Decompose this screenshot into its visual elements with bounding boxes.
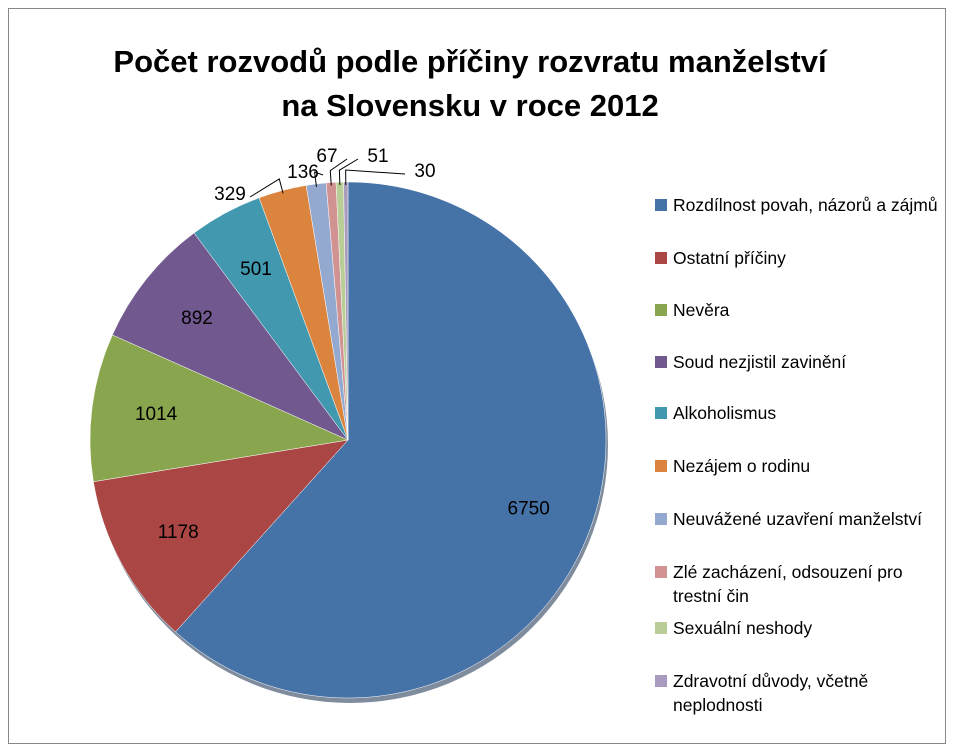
legend-label: Zlé zacházení, odsouzení pro trestní čin xyxy=(673,562,903,606)
leader-line xyxy=(329,158,348,186)
legend-swatch xyxy=(655,460,667,472)
legend-label: Nevěra xyxy=(673,300,730,320)
legend-swatch xyxy=(655,675,667,687)
data-label: 329 xyxy=(214,184,246,205)
data-label: 6750 xyxy=(508,498,550,519)
legend-label: Nezájem o rodinu xyxy=(673,456,811,476)
data-label: 1178 xyxy=(158,522,199,543)
legend-label: Neuvážené uzavření manželství xyxy=(673,509,923,529)
data-label: 1014 xyxy=(135,404,178,425)
pie-slice xyxy=(175,181,607,699)
legend-item: Neuvážené uzavření manželství xyxy=(655,507,950,531)
legend-swatch xyxy=(655,513,667,525)
data-label: 136 xyxy=(287,162,319,183)
legend-swatch xyxy=(655,199,667,211)
data-label: 51 xyxy=(367,146,388,167)
pie-slice xyxy=(93,439,349,633)
legend-swatch xyxy=(655,356,667,368)
legend-label: Sexuální neshody xyxy=(673,618,813,638)
legend-item: Sexuální neshody xyxy=(655,616,950,640)
legend-item: Nevěra xyxy=(655,298,950,322)
pie-slice xyxy=(89,334,349,483)
data-label: 501 xyxy=(240,259,272,280)
legend-item: Alkoholismus xyxy=(655,401,950,425)
legend-item: Zlé zacházení, odsouzení pro trestní čin xyxy=(655,560,950,608)
leader-line xyxy=(338,158,359,186)
legend-swatch xyxy=(655,622,667,634)
legend-item: Rozdílnost povah, názorů a zájmů xyxy=(655,193,950,217)
legend-swatch xyxy=(655,407,667,419)
data-label: 30 xyxy=(414,161,435,182)
legend-label: Rozdílnost povah, názorů a zájmů xyxy=(673,195,938,215)
legend-label: Soud nezjistil zavinění xyxy=(673,352,847,372)
data-label: 67 xyxy=(316,146,337,167)
leader-line xyxy=(345,169,406,186)
leader-line xyxy=(314,171,324,188)
legend-swatch xyxy=(655,566,667,578)
legend-label: Zdravotní důvody, včetně neplodnosti xyxy=(673,671,869,715)
chart-title: Počet rozvodů podle příčiny rozvratu man… xyxy=(113,44,827,123)
data-label: 892 xyxy=(181,308,213,329)
chart-border xyxy=(8,8,946,744)
legend-swatch xyxy=(655,304,667,316)
legend-item: Soud nezjistil zavinění xyxy=(655,350,950,374)
pie-slice xyxy=(112,232,349,441)
legend-label: Ostatní příčiny xyxy=(673,248,786,268)
legend-item: Nezájem o rodinu xyxy=(655,454,950,478)
legend-item: Ostatní příčiny xyxy=(655,246,950,270)
leader-line xyxy=(249,178,284,198)
legend-swatch xyxy=(655,252,667,264)
legend-label: Alkoholismus xyxy=(673,403,777,423)
legend-item: Zdravotní důvody, včetně neplodnosti xyxy=(655,669,950,717)
